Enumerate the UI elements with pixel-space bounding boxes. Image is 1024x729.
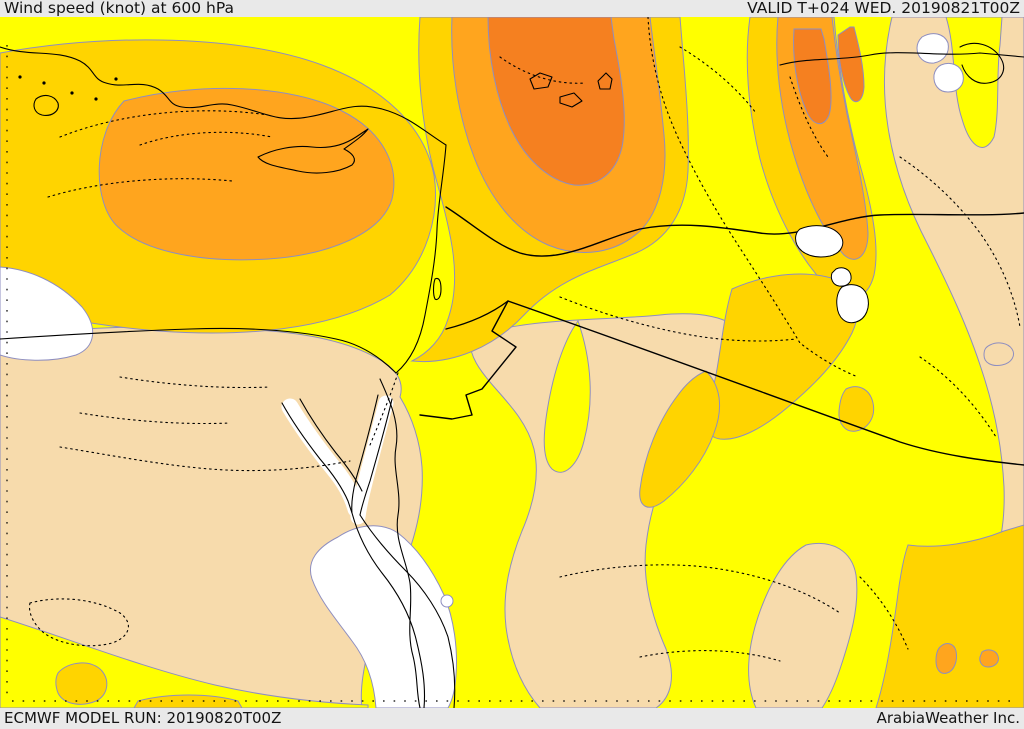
wind-speed-map (0, 17, 1024, 708)
border-caucasus (779, 52, 1024, 66)
footer-bar: ECMWF MODEL RUN: 20190820T00Z ArabiaWeat… (0, 708, 1024, 729)
lake-urmia (836, 284, 869, 324)
coast-levant (395, 144, 447, 374)
valid-time-label: VALID T+024 WED. 20190821T00Z (747, 0, 1020, 17)
region-gold-bottom-sliver (133, 694, 243, 708)
wind-fill-regions (0, 17, 1024, 708)
coast-red-sea (351, 512, 456, 708)
model-run-label: ECMWF MODEL RUN: 20190820T00Z (4, 709, 282, 727)
region-white-gulf-suez (281, 398, 365, 518)
aegean-islet-4 (94, 97, 98, 101)
border-jordan-saudi-zigzag (419, 300, 517, 420)
region-dark-orange-tr-finger2 (837, 26, 865, 103)
region-beige-iran-band (884, 17, 1024, 574)
coast-gulf-suez (281, 398, 363, 514)
region-white-red-sea (310, 525, 457, 708)
aegean-islet-2 (42, 81, 46, 85)
border-saudi-iraq-diagonal (507, 300, 1024, 466)
region-beige-oval-right (983, 342, 1015, 366)
border-turkey-syria-iraq (445, 206, 1024, 257)
coast-gulf-aqaba (351, 394, 393, 516)
lakes-turkey (529, 72, 613, 108)
region-beige-bottom-right (748, 543, 858, 708)
region-gold-bottom-left-blob (55, 662, 108, 705)
lake-small (830, 267, 852, 287)
region-orange-spot-br-1 (935, 643, 957, 674)
region-yellow-saudi-wedge (543, 319, 591, 473)
region-white-caucasus-2 (933, 62, 964, 93)
region-gold-saudi-tongue (639, 370, 720, 508)
island-cyprus (257, 128, 369, 174)
island-rhodes (33, 94, 59, 116)
region-white-gulf-aqaba (350, 395, 394, 525)
coast-aegean-turkey (0, 46, 447, 146)
coast-caspian-squiggle (959, 42, 1005, 84)
region-gold-saudi-tip (838, 386, 875, 432)
river-nile (379, 378, 421, 708)
coast-egypt (0, 327, 397, 374)
dead-sea (432, 277, 442, 301)
region-dark-orange-tr-finger1 (793, 28, 832, 125)
header-bar: Wind speed (knot) at 600 hPa VALID T+024… (0, 0, 1024, 17)
page-title: Wind speed (knot) at 600 hPa (4, 0, 235, 17)
coastlines (0, 42, 1005, 708)
region-white-dot (440, 594, 454, 608)
region-orange-spot-br-2 (979, 649, 999, 668)
region-white-caucasus-1 (916, 33, 949, 64)
region-orange-left (98, 87, 395, 261)
aegean-islet-5 (114, 77, 118, 81)
lake-van (795, 225, 844, 258)
credit-label: ArabiaWeather Inc. (876, 709, 1020, 727)
aegean-islet-3 (70, 91, 74, 95)
country-borders (419, 52, 1024, 466)
aegean-islet-1 (18, 75, 22, 79)
region-dark-orange-center (487, 17, 625, 186)
dotted-lines (6, 17, 1021, 702)
